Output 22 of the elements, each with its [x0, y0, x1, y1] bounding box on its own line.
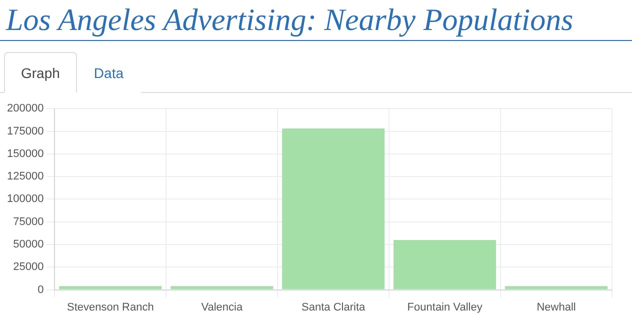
chart-title: Los Angeles Advertising: Nearby Populations [0, 0, 632, 41]
y-tick-label: 125000 [6, 170, 44, 183]
x-tick-label: Santa Clarita [302, 301, 366, 314]
x-tick-label: Valencia [201, 301, 244, 314]
y-tick-label: 150000 [6, 148, 44, 160]
y-tick-label: 50000 [13, 238, 44, 251]
y-tick-label: 100000 [6, 193, 44, 206]
bar [394, 240, 496, 290]
text: Graph [4, 52, 77, 93]
y-tick-label: 25000 [13, 261, 44, 274]
y-tick-label: 0 [38, 284, 44, 296]
bar [170, 286, 274, 290]
text: Data [76, 52, 140, 93]
y-tick-label: 175000 [6, 125, 44, 138]
y-tick-label: 75000 [13, 216, 44, 228]
x-tick-label: Newhall [536, 301, 576, 314]
bar [59, 286, 162, 290]
bar [505, 286, 608, 290]
y-tick-label: 200000 [6, 102, 44, 115]
x-tick-label: Fountain Valley [407, 301, 483, 314]
x-tick-label: Stevenson Ranch [67, 301, 154, 314]
bar [282, 128, 385, 290]
